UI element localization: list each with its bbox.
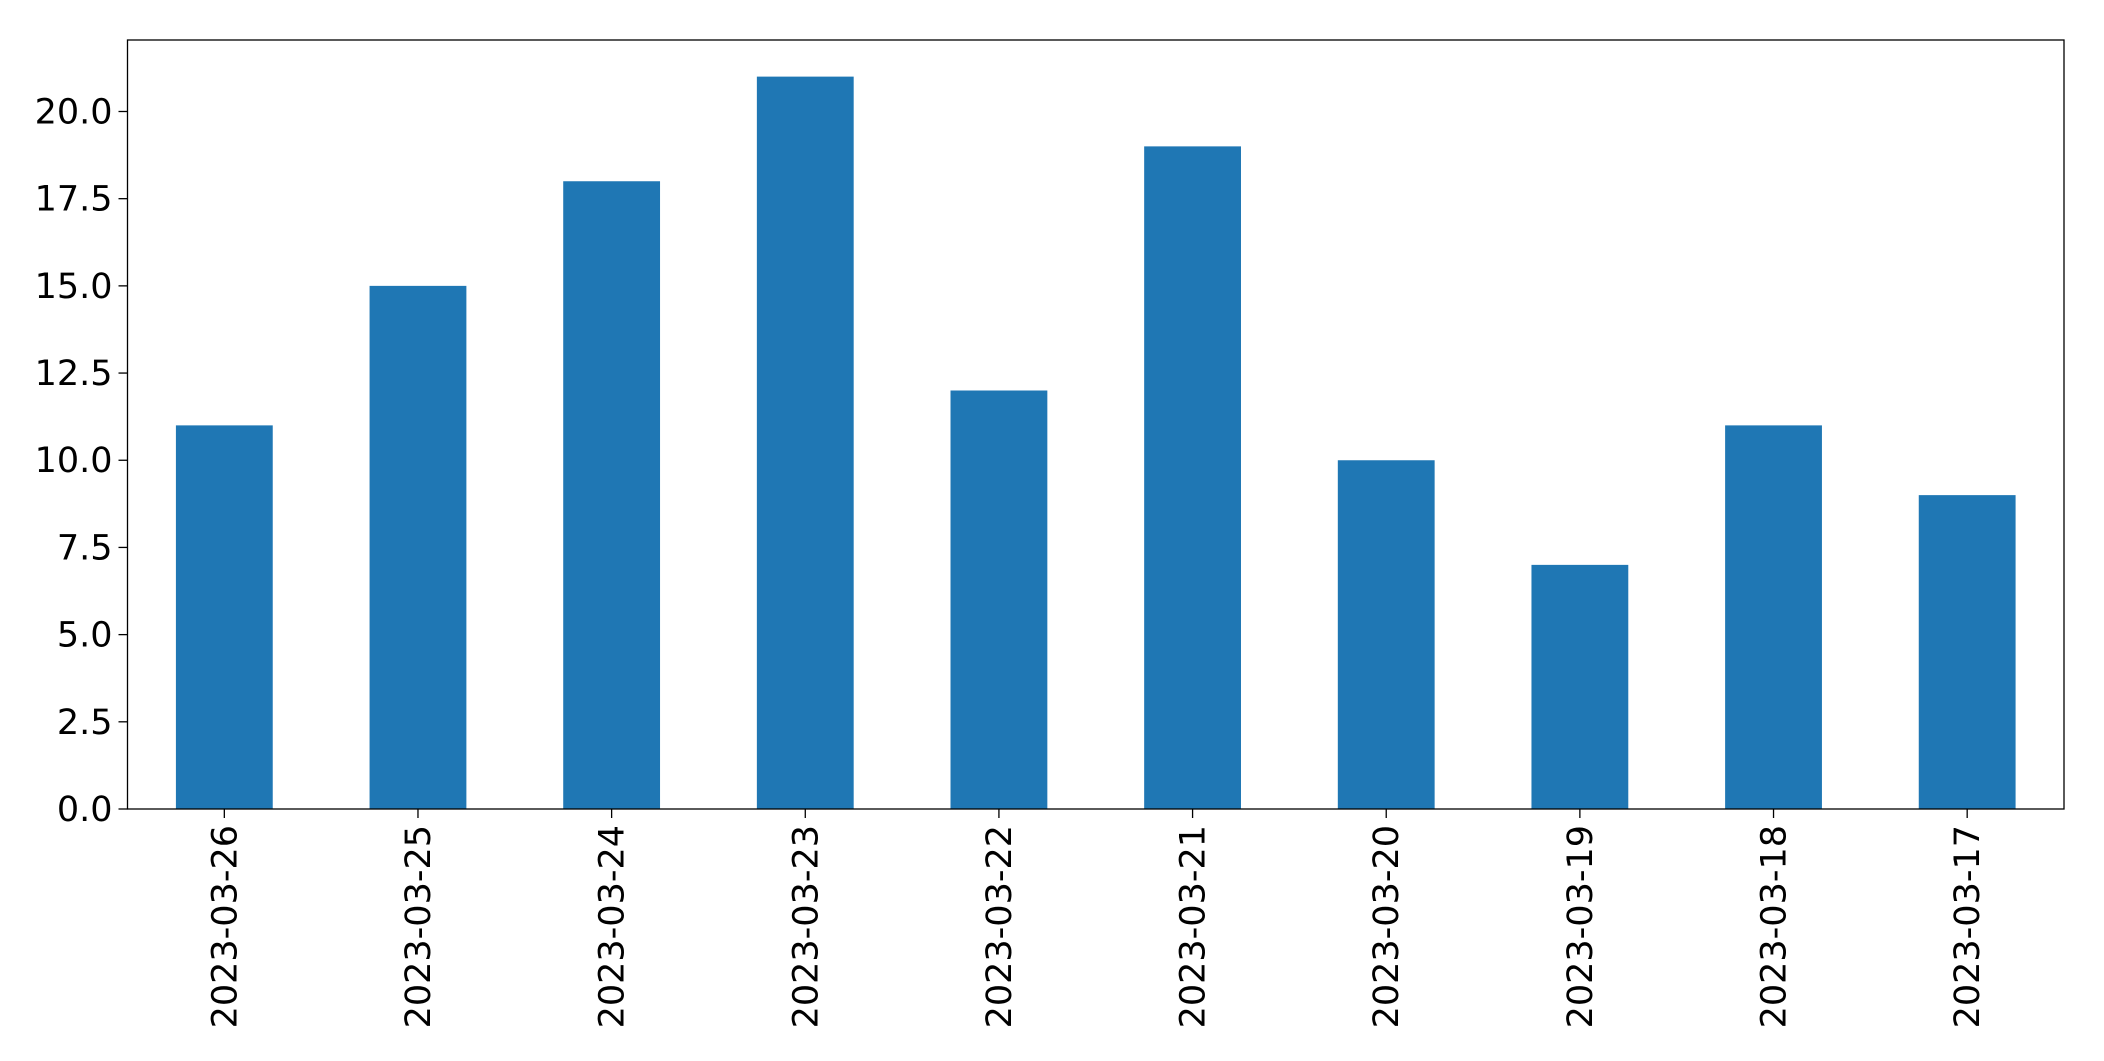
bar — [1531, 564, 1629, 809]
bar — [1337, 460, 1435, 809]
y-tick-label: 17.5 — [35, 180, 113, 220]
bar — [1918, 495, 2016, 809]
x-tick-label: 2023-03-24 — [593, 825, 633, 1028]
bar — [369, 285, 467, 810]
y-tick-label: 15.0 — [35, 267, 113, 307]
y-tick-label: 5.0 — [57, 616, 113, 656]
x-tick-label: 2023-03-20 — [1367, 825, 1407, 1028]
y-tick-label: 2.5 — [57, 703, 113, 743]
x-tick-label: 2023-03-22 — [980, 825, 1020, 1028]
y-tick-label: 12.5 — [35, 354, 113, 394]
bar — [1144, 146, 1241, 809]
y-tick-label: 7.5 — [57, 528, 113, 568]
bar — [756, 76, 854, 810]
y-tick-label: 10.0 — [35, 441, 113, 481]
x-tick-label: 2023-03-26 — [205, 825, 245, 1028]
bar — [950, 390, 1048, 809]
bar — [563, 181, 661, 810]
x-tick-label: 2023-03-21 — [1174, 825, 1214, 1028]
axes-frame — [126, 39, 2065, 810]
x-tick-label: 2023-03-23 — [786, 825, 826, 1028]
x-tick-label: 2023-03-25 — [399, 825, 439, 1028]
x-tick-label: 2023-03-18 — [1755, 825, 1795, 1028]
x-tick-label: 2023-03-19 — [1561, 825, 1601, 1028]
x-tick-label: 2023-03-17 — [1948, 825, 1988, 1028]
y-tick-label: 0.0 — [57, 790, 113, 830]
bar — [1725, 425, 1822, 809]
y-tick-label: 20.0 — [35, 92, 113, 132]
bar — [175, 425, 273, 809]
